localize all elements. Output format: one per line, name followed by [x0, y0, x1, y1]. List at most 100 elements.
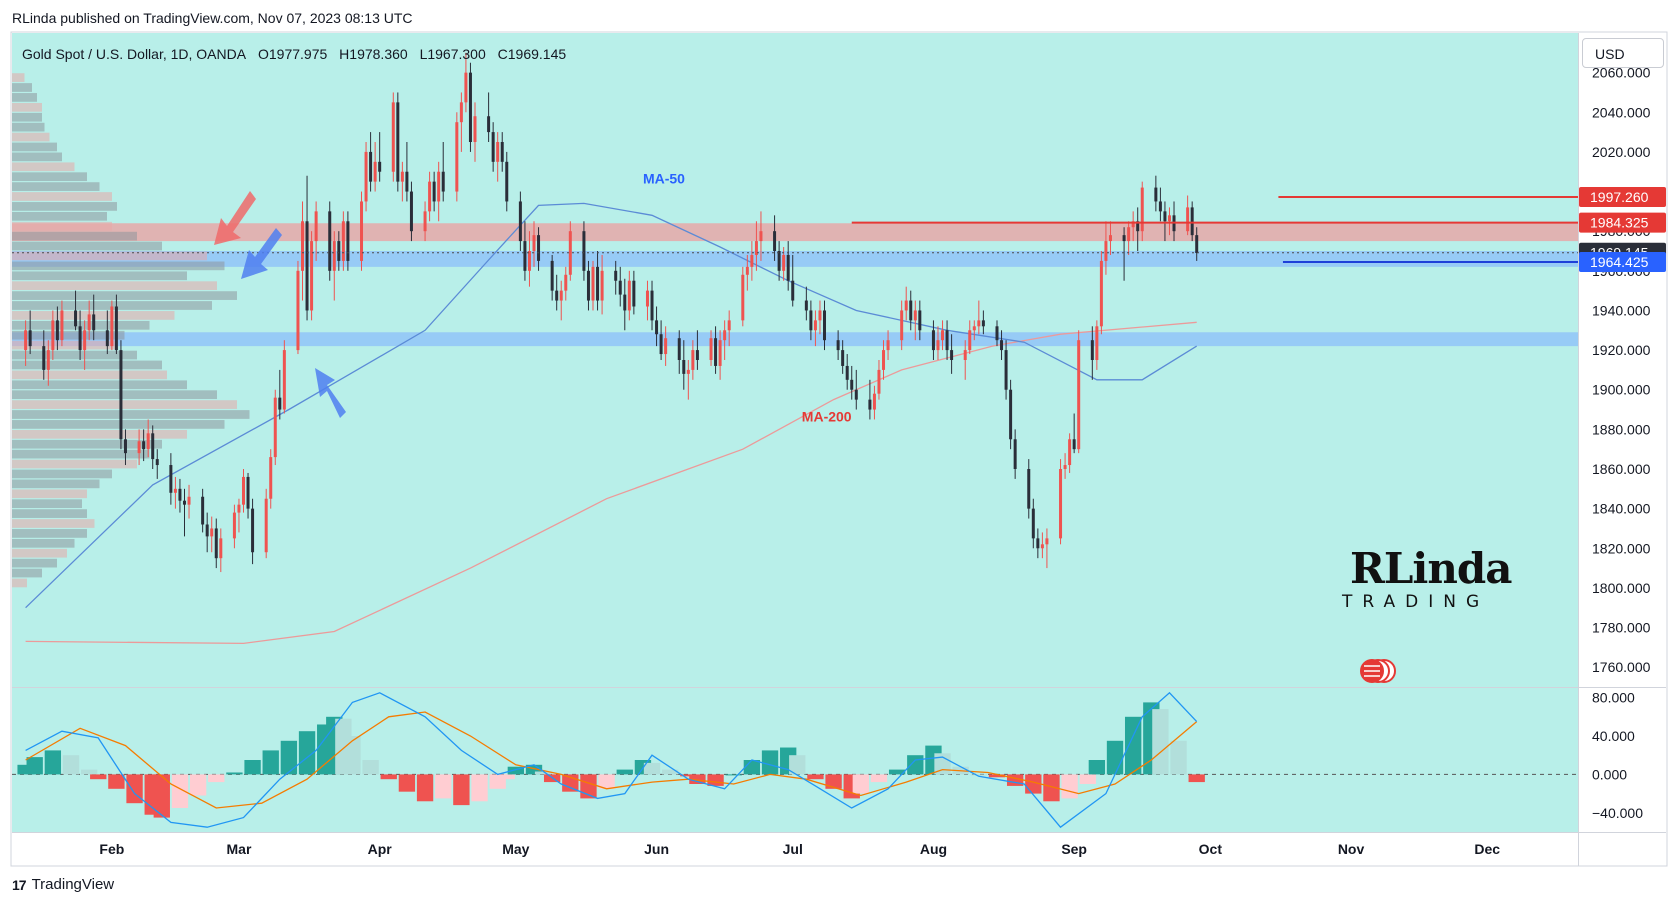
histogram-bar [380, 774, 397, 780]
candle-body [1009, 389, 1013, 440]
candle-body [555, 290, 559, 301]
histogram-bar [680, 774, 697, 777]
histogram-bar [398, 774, 416, 792]
price-tick-label: 2020.000 [1592, 144, 1651, 160]
candle-body [804, 300, 808, 311]
candle-body [314, 211, 318, 242]
candle-body [219, 538, 223, 559]
candle-body [182, 500, 186, 505]
candle-body [251, 508, 255, 553]
histogram-bar [807, 774, 824, 780]
histogram-bar [580, 774, 597, 799]
histogram-bar [498, 774, 515, 780]
volume-profile-row [12, 132, 50, 142]
price-tick-label: 1900.000 [1592, 382, 1651, 398]
candle-body [523, 241, 527, 271]
candle-body [409, 191, 413, 232]
volume-profile-row [12, 479, 100, 489]
candle-body [691, 350, 695, 370]
candle-body [201, 496, 205, 525]
candle-body [1045, 538, 1049, 545]
symbol-name[interactable]: Gold Spot / U.S. Dollar, 1D, OANDA [22, 46, 247, 62]
footer-brand[interactable]: TradingView [31, 876, 115, 893]
histogram-bar [888, 769, 906, 775]
candle-body [278, 397, 282, 410]
volume-profile-row [12, 271, 187, 281]
histogram-bar [453, 774, 470, 806]
price-tick-label: 1760.000 [1592, 659, 1651, 675]
candle-body [232, 512, 236, 539]
candle-body [1013, 439, 1017, 469]
candle-body [464, 72, 468, 103]
candle-body [972, 326, 976, 331]
candle-body [568, 231, 572, 275]
histogram-bar [362, 760, 379, 775]
candle-body [600, 270, 604, 301]
publisher-line: RLinda published on TradingView.com, Nov… [12, 10, 413, 26]
volume-profile-row [12, 152, 62, 162]
volume-profile-row [12, 122, 45, 132]
price-tick-label: 1920.000 [1592, 342, 1651, 358]
histogram-bar [1188, 774, 1205, 783]
candle-body [709, 338, 713, 360]
candle-body [596, 266, 600, 301]
blue-arrow-marker [241, 228, 282, 279]
histogram-bar [725, 774, 742, 776]
candle-body [328, 211, 332, 271]
price-label-3: 1964.425 [1590, 254, 1649, 270]
candle-body [1167, 215, 1171, 222]
candle-body [505, 161, 509, 202]
volume-profile-row [12, 182, 100, 191]
candle-body [759, 231, 763, 242]
volume-profile-row [12, 102, 42, 112]
volume-profile-row [12, 281, 217, 291]
volume-profile-row [12, 221, 112, 231]
price-tick-label: 1840.000 [1592, 501, 1651, 517]
watermark-sub: TRADING [1342, 592, 1490, 612]
volume-profile-row [12, 162, 75, 172]
candle-body [918, 310, 922, 331]
volume-profile-row [12, 420, 225, 429]
time-tick-label: Oct [1199, 841, 1223, 857]
price-label-box-3 [1579, 252, 1666, 273]
histogram-bar [825, 774, 842, 789]
candle-body [1099, 260, 1103, 327]
histogram-bar [1170, 740, 1187, 775]
candle-body [423, 211, 427, 232]
histogram-bar [262, 750, 279, 775]
volume-profile-row [12, 449, 150, 459]
ma-50-line [25, 202, 1198, 609]
histogram-bar [435, 774, 452, 799]
candle-body [773, 231, 777, 251]
candle-body [246, 476, 250, 509]
candle-body [786, 254, 790, 281]
candle-body [931, 330, 935, 351]
candle-body [614, 270, 618, 281]
zone-band-0 [12, 223, 1578, 242]
candle-body [537, 235, 541, 261]
candle-body [237, 504, 241, 513]
candle-body [818, 310, 822, 321]
candle-body [378, 161, 382, 172]
candle-body [369, 151, 373, 182]
us-flag-event-icon[interactable] [1360, 659, 1396, 683]
candle-body [718, 340, 722, 366]
candle-body [977, 320, 981, 327]
candle-body [155, 459, 159, 466]
candle-body [809, 310, 813, 331]
currency-button[interactable]: USD [1582, 38, 1664, 68]
price-label-box-0 [1579, 186, 1666, 207]
volume-profile-row [12, 320, 150, 330]
candle-body [1072, 439, 1076, 450]
candle-body [968, 330, 972, 351]
volume-profile-row [12, 519, 95, 528]
volume-profile-row [12, 340, 117, 350]
candle-body [51, 320, 55, 351]
histogram-bar [507, 766, 525, 775]
candle-body [582, 231, 586, 271]
candle-body [1090, 340, 1094, 360]
volume-profile-row [12, 410, 250, 419]
price-tick-label: 1780.000 [1592, 620, 1651, 636]
ohlc-open: O1977.975 [257, 46, 328, 62]
